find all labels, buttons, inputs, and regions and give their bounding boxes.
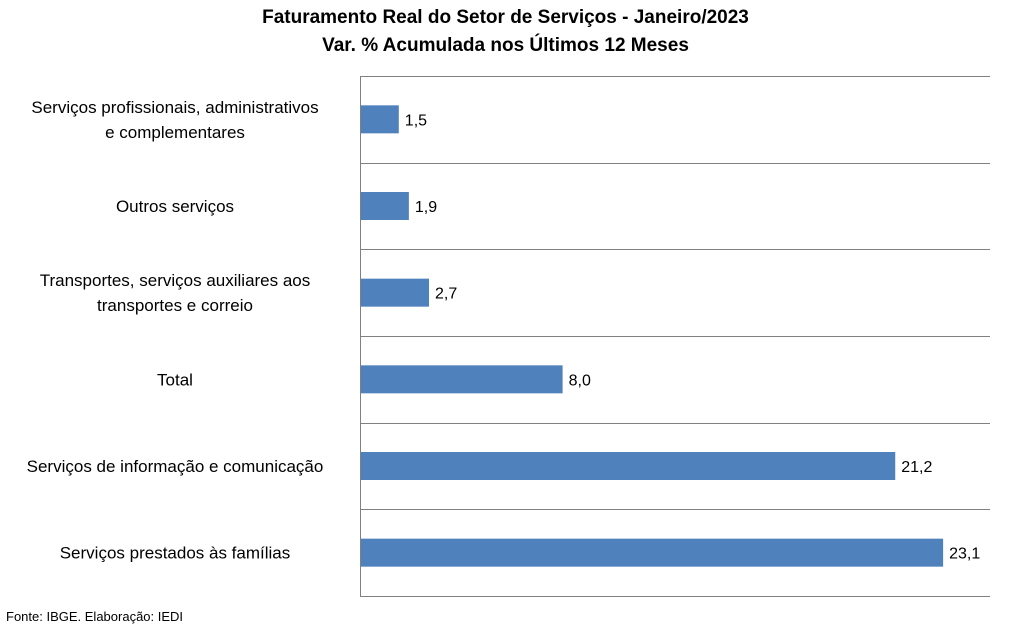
category-label: Serviços prestados às famílias [60, 544, 291, 563]
bar [361, 192, 409, 220]
bar [361, 452, 896, 480]
category-label: Transportes, serviços auxiliares aos tran… [40, 271, 311, 315]
category-label: Outros serviços [116, 197, 234, 216]
chart-title-block: Faturamento Real do Setor de Serviços - … [0, 4, 1011, 60]
bar [361, 538, 944, 567]
category-label-line: Serviços de informação e comunicação [27, 457, 324, 476]
bar [361, 278, 430, 307]
data-label: 1,9 [415, 199, 437, 216]
category-label: Serviços profissionais, administrativos e… [31, 98, 318, 142]
category-label-line: Serviços profissionais, administrativos [31, 98, 318, 117]
chart-title: Faturamento Real do Setor de Serviços - … [262, 7, 749, 28]
bar [361, 105, 399, 134]
bar [361, 365, 563, 394]
category-label-line: Transportes, serviços auxiliares aos [40, 271, 311, 290]
category-label: Total [157, 370, 193, 389]
data-label: 23,1 [949, 546, 980, 563]
category-label: Serviços de informação e comunicação [27, 457, 324, 476]
category-label-line: e complementares [105, 123, 245, 142]
source-note: Fonte: IBGE. Elaboração: IEDI [6, 609, 184, 624]
category-label-line: Outros serviços [116, 197, 234, 216]
chart-subtitle: Var. % Acumulada nos Últimos 12 Meses [322, 35, 689, 56]
category-label-line: Total [157, 370, 193, 389]
data-label: 8,0 [569, 372, 591, 389]
category-label-line: transportes e correio [97, 296, 253, 315]
data-label: 21,2 [901, 459, 932, 476]
category-label-line: Serviços prestados às famílias [60, 544, 291, 563]
data-label: 1,5 [405, 112, 427, 129]
data-label: 2,7 [435, 286, 457, 303]
